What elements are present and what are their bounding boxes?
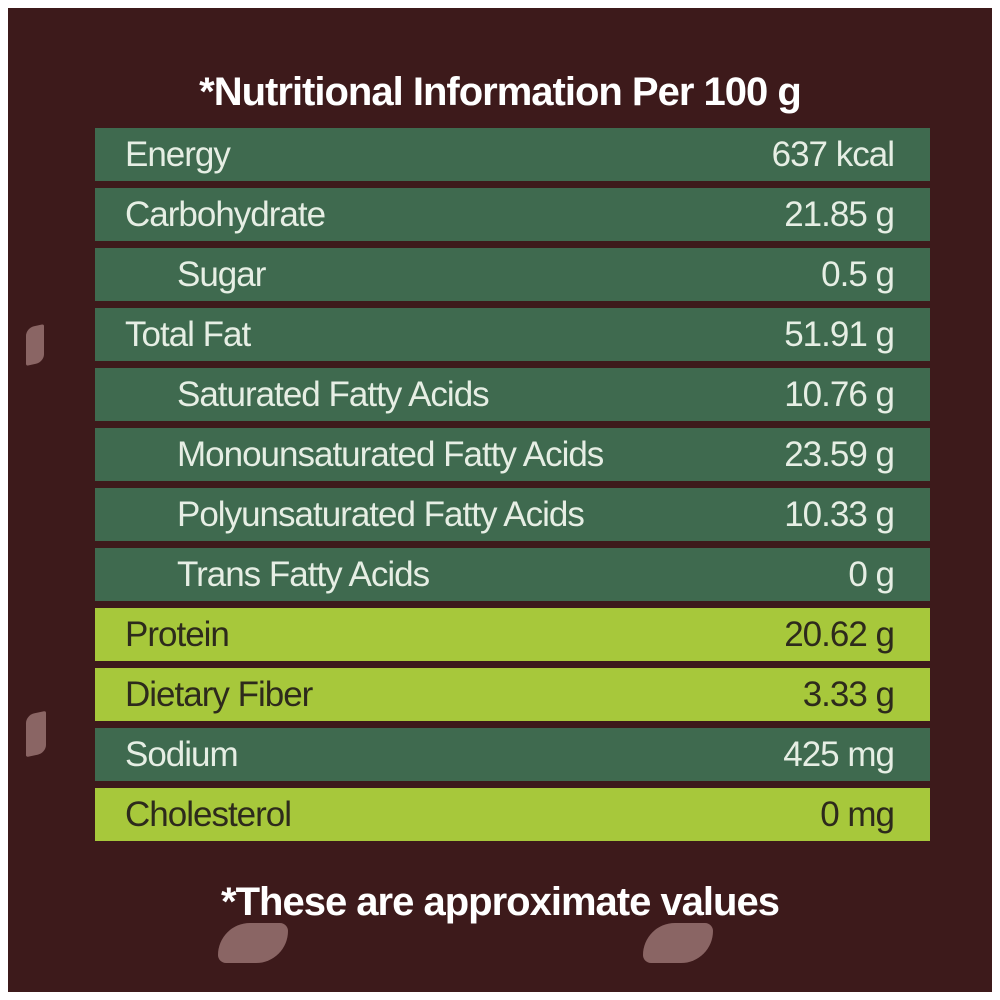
nutrient: Trans Fatty Acids — [177, 555, 430, 594]
decoration — [26, 324, 44, 366]
nutrient: Sodium — [125, 735, 239, 774]
decoration — [218, 923, 288, 963]
amount: 425 mg — [783, 735, 895, 774]
decoration — [643, 923, 713, 963]
nutrient: Saturated Fatty Acids — [177, 375, 490, 414]
footnote: *These are approximate values — [221, 880, 780, 924]
amount: 3.33 g — [802, 675, 895, 714]
nutrient: Protein — [125, 615, 230, 654]
table-row: Carbohydrate 21.85 g — [95, 188, 930, 241]
table-row: Dietary Fiber 3.33 g — [95, 668, 930, 721]
amount: 51.91 g — [784, 315, 895, 354]
amount: 20.62 g — [784, 615, 895, 654]
amount: 21.85 g — [784, 195, 895, 234]
nutrient: Total Fat — [125, 315, 251, 354]
amount: 10.76 g — [784, 375, 895, 414]
amount: 0 g — [848, 555, 895, 594]
table-row: Polyunsaturated Fatty Acids 10.33 g — [95, 488, 930, 541]
amount: 637 kcal — [771, 135, 895, 174]
amount: 23.59 g — [784, 435, 895, 474]
table-row: Monounsaturated Fatty Acids 23.59 g — [95, 428, 930, 481]
table-row: Total Fat 51.91 g — [95, 308, 930, 361]
amount: 10.33 g — [784, 495, 895, 534]
nutrient: Carbohydrate — [125, 195, 326, 234]
decoration — [26, 710, 46, 758]
table-row: Protein 20.62 g — [95, 608, 930, 661]
nutrient: Cholesterol — [125, 795, 292, 834]
nutrient: Monounsaturated Fatty Acids — [177, 435, 604, 474]
table-row: Energy 637 kcal — [95, 128, 930, 181]
title: *Nutritional Information Per 100 g — [199, 70, 802, 114]
nutrient: Energy — [125, 135, 231, 174]
table-row: Sodium 425 mg — [95, 728, 930, 781]
table-row: Trans Fatty Acids 0 g — [95, 548, 930, 601]
table-row: Cholesterol 0 mg — [95, 788, 930, 841]
table-row: Sugar 0.5 g — [95, 248, 930, 301]
table-row: Saturated Fatty Acids 10.76 g — [95, 368, 930, 421]
nutrient: Dietary Fiber — [125, 675, 313, 714]
nutrient: Polyunsaturated Fatty Acids — [177, 495, 585, 534]
nutrient: Sugar — [177, 255, 266, 294]
amount: 0 mg — [820, 795, 895, 834]
amount: 0.5 g — [821, 255, 895, 294]
panel: *Nutritional Information Per 100 g Energ… — [8, 8, 992, 992]
